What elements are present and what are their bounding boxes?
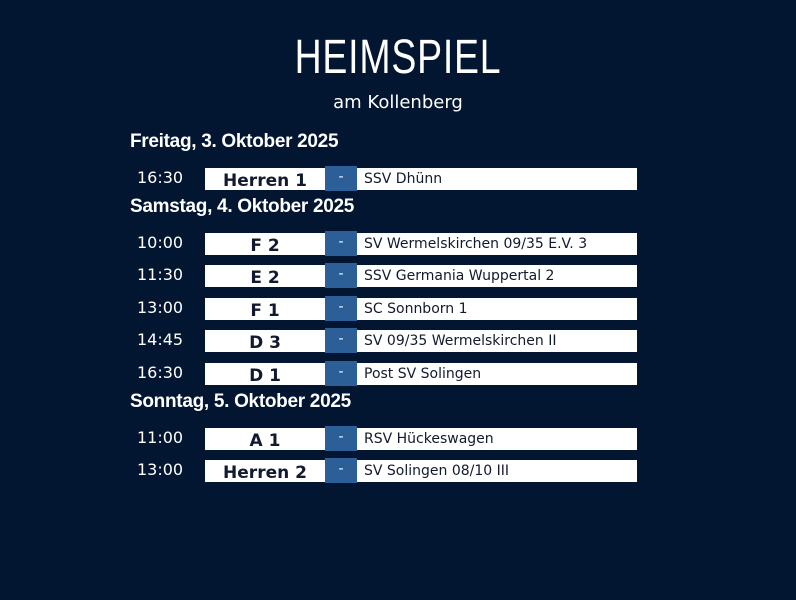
game-row: 16:30 D 1- Post SV Solingen xyxy=(0,361,796,387)
opponent-team: SC Sonnborn 1 xyxy=(357,298,637,320)
day-heading: Sonntag, 5. Oktober 2025 xyxy=(130,391,351,412)
page-subtitle: am Kollenberg xyxy=(333,92,463,113)
game-time: 14:45 xyxy=(137,330,184,349)
separator: - xyxy=(325,296,357,321)
day-heading: Freitag, 3. Oktober 2025 xyxy=(130,131,339,152)
home-team: D 3 xyxy=(205,330,325,352)
opponent-team: SSV Dhünn xyxy=(357,168,637,190)
home-team: F 1 xyxy=(205,298,325,320)
game-time: 11:30 xyxy=(137,265,184,284)
home-team: Herren 1 xyxy=(205,168,325,190)
game-time: 16:30 xyxy=(137,363,184,382)
game-time: 16:30 xyxy=(137,168,184,187)
game-row: 11:30 E 2- SSV Germania Wuppertal 2 xyxy=(0,263,796,289)
game-time: 11:00 xyxy=(137,428,184,447)
separator: - xyxy=(325,328,357,353)
opponent-team: RSV Hückeswagen xyxy=(357,428,637,450)
separator: - xyxy=(325,458,357,483)
game-time: 10:00 xyxy=(137,233,184,252)
opponent-team: SV 09/35 Wermelskirchen II xyxy=(357,330,637,352)
home-team: E 2 xyxy=(205,265,325,287)
game-row: 13:00 Herren 2- SV Solingen 08/10 III xyxy=(0,458,796,484)
game-row: 13:00 F 1- SC Sonnborn 1 xyxy=(0,296,796,322)
game-row: 14:45 D 3- SV 09/35 Wermelskirchen II xyxy=(0,328,796,354)
game-row: 16:30 Herren 1- SSV Dhünn xyxy=(0,166,796,192)
game-row: 10:00 F 2- SV Wermelskirchen 09/35 E.V. 3 xyxy=(0,231,796,257)
home-team: D 1 xyxy=(205,363,325,385)
home-team: F 2 xyxy=(205,233,325,255)
game-time: 13:00 xyxy=(137,460,184,479)
game-time: 13:00 xyxy=(137,298,184,317)
separator: - xyxy=(325,426,357,451)
separator: - xyxy=(325,361,357,386)
home-team: Herren 2 xyxy=(205,460,325,482)
home-team: A 1 xyxy=(205,428,325,450)
day-heading: Samstag, 4. Oktober 2025 xyxy=(130,196,355,217)
opponent-team: SV Wermelskirchen 09/35 E.V. 3 xyxy=(357,233,637,255)
page-title: HEIMSPIEL xyxy=(294,31,502,84)
opponent-team: SSV Germania Wuppertal 2 xyxy=(357,265,637,287)
opponent-team: Post SV Solingen xyxy=(357,363,637,385)
separator: - xyxy=(325,231,357,256)
separator: - xyxy=(325,166,357,191)
separator: - xyxy=(325,263,357,288)
game-row: 11:00 A 1- RSV Hückeswagen xyxy=(0,426,796,452)
opponent-team: SV Solingen 08/10 III xyxy=(357,460,637,482)
